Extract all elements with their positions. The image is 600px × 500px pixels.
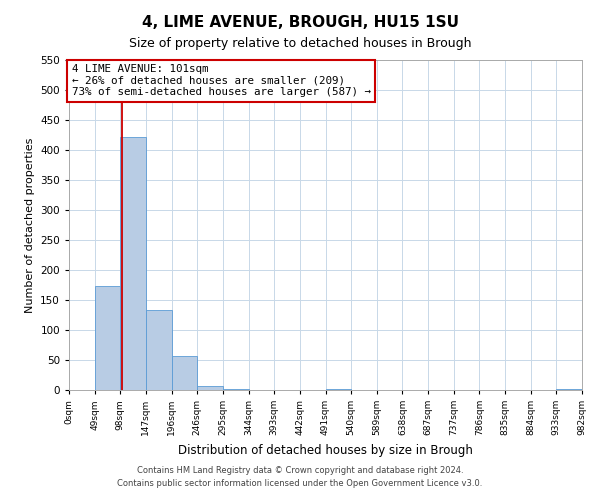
Text: 4, LIME AVENUE, BROUGH, HU15 1SU: 4, LIME AVENUE, BROUGH, HU15 1SU [142, 15, 458, 30]
Bar [172, 356, 197, 390]
Bar [95, 286, 121, 390]
Bar [121, 138, 146, 390]
X-axis label: Distribution of detached houses by size in Brough: Distribution of detached houses by size … [178, 444, 473, 456]
Bar [556, 389, 582, 390]
Text: Contains HM Land Registry data © Crown copyright and database right 2024.
Contai: Contains HM Land Registry data © Crown c… [118, 466, 482, 487]
Bar [197, 386, 223, 390]
Text: 4 LIME AVENUE: 101sqm
← 26% of detached houses are smaller (209)
73% of semi-det: 4 LIME AVENUE: 101sqm ← 26% of detached … [71, 64, 371, 98]
Text: Size of property relative to detached houses in Brough: Size of property relative to detached ho… [129, 38, 471, 51]
Y-axis label: Number of detached properties: Number of detached properties [25, 138, 35, 312]
Bar [146, 310, 172, 390]
